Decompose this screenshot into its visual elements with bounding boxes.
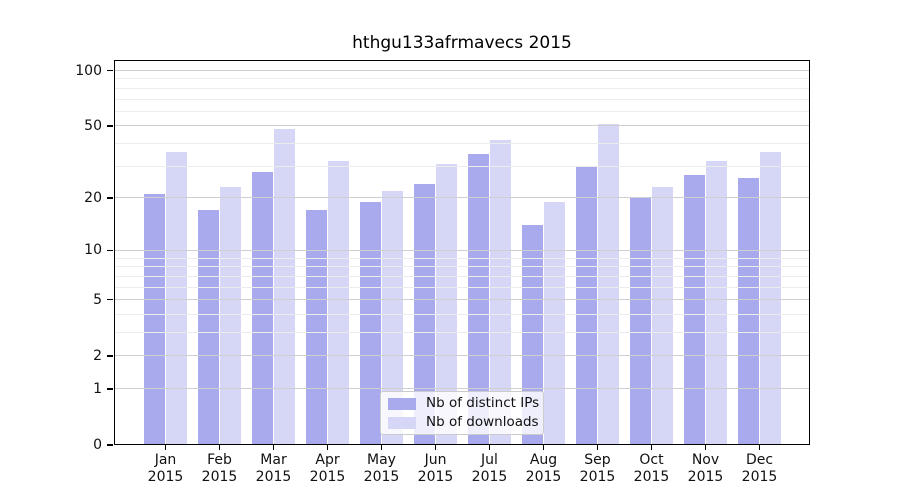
plot-area [114, 60, 810, 445]
minor-gridline [114, 286, 810, 288]
x-tick-mark [434, 445, 437, 450]
gridline-2 [114, 355, 810, 357]
bar-jan-downloads [165, 152, 188, 445]
gridline-20 [114, 197, 810, 199]
legend-label-downloads: Nb of downloads [426, 414, 539, 430]
legend-swatch-downloads [388, 416, 416, 429]
gridline-100 [114, 70, 810, 71]
bar-aug-downloads [543, 201, 566, 445]
minor-gridline [114, 165, 810, 167]
bar-may-downloads [381, 190, 404, 445]
y-tick-label-10: 10 [84, 242, 102, 259]
minor-gridline [114, 78, 810, 80]
minor-gridline [114, 275, 810, 277]
bar-jan-distinct-ips [143, 194, 166, 445]
x-tick-label-apr: Apr 2015 [309, 452, 346, 485]
bar-apr-downloads [327, 161, 350, 445]
x-tick-label-jul: Jul 2015 [471, 452, 508, 485]
y-tick-mark [107, 249, 113, 252]
bar-dec-downloads [759, 152, 782, 445]
y-tick-label-20: 20 [84, 189, 102, 206]
x-tick-label-oct: Oct 2015 [633, 452, 670, 485]
chart-title: hthgu133afrmavecs 2015 [352, 33, 572, 53]
x-tick-mark [542, 445, 545, 450]
minor-gridline [114, 266, 810, 268]
bar-sep-downloads [597, 124, 620, 445]
minor-gridline [114, 98, 810, 100]
x-tick-label-sep: Sep 2015 [579, 452, 616, 485]
bar-feb-distinct-ips [197, 210, 220, 445]
y-tick-mark [107, 197, 113, 199]
y-tick-mark [107, 355, 113, 357]
x-tick-mark [380, 445, 383, 450]
y-tick-label-100: 100 [75, 62, 102, 79]
x-tick-mark [704, 445, 707, 450]
x-tick-label-jun: Jun 2015 [417, 452, 454, 485]
x-tick-label-mar: Mar 2015 [255, 452, 292, 485]
legend-entry-distinct-ips: Nb of distinct IPs [388, 395, 540, 412]
x-tick-label-nov: Nov 2015 [687, 452, 724, 485]
x-tick-mark [650, 445, 653, 450]
gridline-1 [114, 388, 810, 390]
legend-entry-downloads: Nb of downloads [388, 414, 539, 431]
x-tick-mark [164, 445, 167, 450]
x-tick-mark [596, 445, 599, 450]
y-tick-label-2: 2 [93, 347, 102, 364]
bar-mar-distinct-ips [251, 171, 274, 445]
legend-label-distinct-ips: Nb of distinct IPs [426, 395, 540, 411]
y-tick-label-1: 1 [93, 380, 102, 397]
y-tick-mark [107, 298, 113, 301]
x-tick-label-aug: Aug 2015 [525, 452, 562, 485]
bar-dec-distinct-ips [737, 177, 760, 445]
x-tick-label-jan: Jan 2015 [147, 452, 184, 485]
minor-gridline [114, 332, 810, 333]
x-tick-mark [488, 445, 491, 450]
x-tick-mark [758, 445, 761, 450]
bar-feb-downloads [219, 187, 242, 445]
x-tick-label-feb: Feb 2015 [201, 452, 238, 485]
bar-oct-distinct-ips [629, 197, 652, 445]
minor-gridline [114, 257, 810, 259]
x-tick-mark [326, 445, 329, 450]
minor-gridline [114, 313, 810, 315]
y-tick-mark [107, 69, 113, 72]
y-tick-mark [107, 125, 113, 127]
bar-jun-downloads [435, 163, 458, 445]
x-tick-label-dec: Dec 2015 [741, 452, 778, 485]
minor-gridline [114, 110, 810, 112]
y-tick-label-50: 50 [84, 117, 102, 134]
bar-sep-distinct-ips [575, 166, 598, 445]
y-tick-mark [107, 388, 113, 390]
bar-may-distinct-ips [359, 201, 382, 445]
y-tick-label-0: 0 [93, 437, 102, 453]
minor-gridline [114, 87, 810, 89]
bar-jul-downloads [489, 139, 512, 445]
y-tick-label-5: 5 [93, 291, 102, 308]
bar-apr-distinct-ips [305, 210, 328, 445]
bar-oct-downloads [651, 187, 674, 445]
bar-aug-distinct-ips [521, 225, 544, 445]
minor-gridline [114, 143, 810, 145]
gridline-50 [114, 125, 810, 127]
legend: Nb of distinct IPs Nb of downloads [380, 391, 544, 435]
x-tick-mark [272, 445, 275, 450]
legend-swatch-distinct-ips [388, 397, 416, 410]
x-tick-mark [218, 445, 221, 450]
bar-nov-distinct-ips [683, 174, 706, 445]
bar-nov-downloads [705, 161, 728, 445]
x-tick-label-may: May 2015 [363, 452, 400, 485]
gridline-10 [114, 249, 810, 251]
y-tick-mark [107, 444, 113, 446]
gridline-5 [114, 299, 810, 301]
